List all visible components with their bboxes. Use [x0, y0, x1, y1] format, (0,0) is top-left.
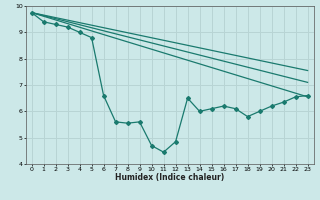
X-axis label: Humidex (Indice chaleur): Humidex (Indice chaleur): [115, 173, 224, 182]
